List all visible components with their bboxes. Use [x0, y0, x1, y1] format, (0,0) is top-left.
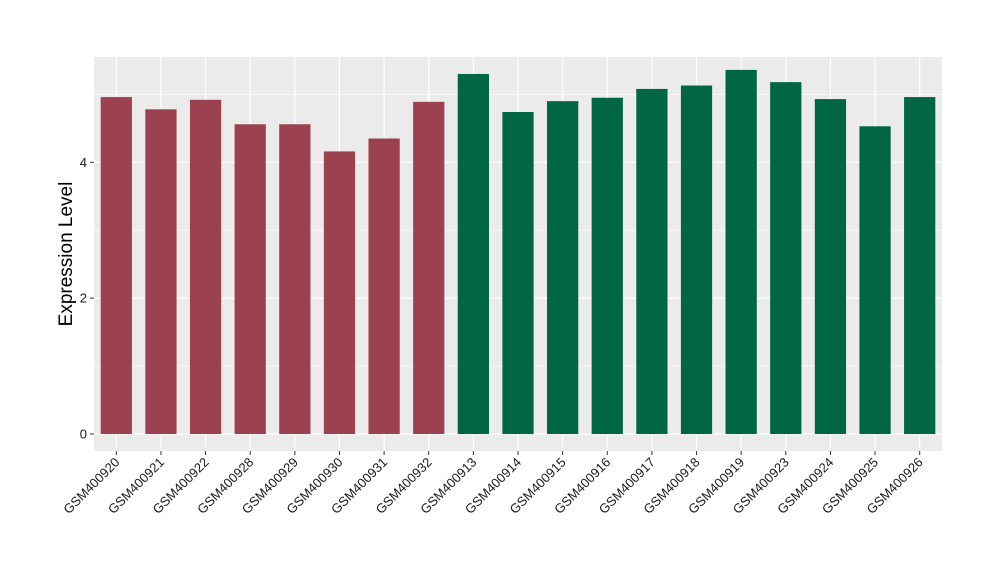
bars: [100, 69, 936, 435]
y-tick-label: 2: [80, 291, 87, 306]
bar-GSM400917: [636, 88, 668, 435]
y-tick-label: 0: [80, 427, 87, 442]
bar-GSM400916: [591, 97, 623, 435]
bar-GSM400928: [234, 124, 266, 435]
bar-GSM400915: [547, 101, 579, 435]
bar-GSM400918: [680, 85, 713, 435]
bar-GSM400919: [725, 69, 757, 435]
bar-GSM400914: [502, 112, 534, 435]
bar-GSM400922: [189, 99, 222, 435]
bar-GSM400920: [100, 97, 132, 435]
x-axis: GSM400920GSM400921GSM400922GSM400928GSM4…: [60, 451, 926, 517]
bar-GSM400931: [368, 138, 400, 435]
y-tick-label: 4: [80, 155, 87, 170]
bar-GSM400932: [413, 101, 445, 435]
bar-GSM400921: [145, 109, 177, 435]
bar-GSM400929: [279, 124, 311, 435]
y-axis-title: Expression Level: [56, 182, 77, 327]
y-axis: 0 2 4: [80, 155, 94, 442]
bar-GSM400924: [814, 99, 847, 435]
bar-GSM400930: [323, 151, 356, 435]
bar-GSM400926: [904, 97, 936, 435]
bar-GSM400925: [859, 126, 891, 435]
bar-GSM400923: [770, 82, 802, 435]
bar-GSM400913: [457, 73, 489, 435]
